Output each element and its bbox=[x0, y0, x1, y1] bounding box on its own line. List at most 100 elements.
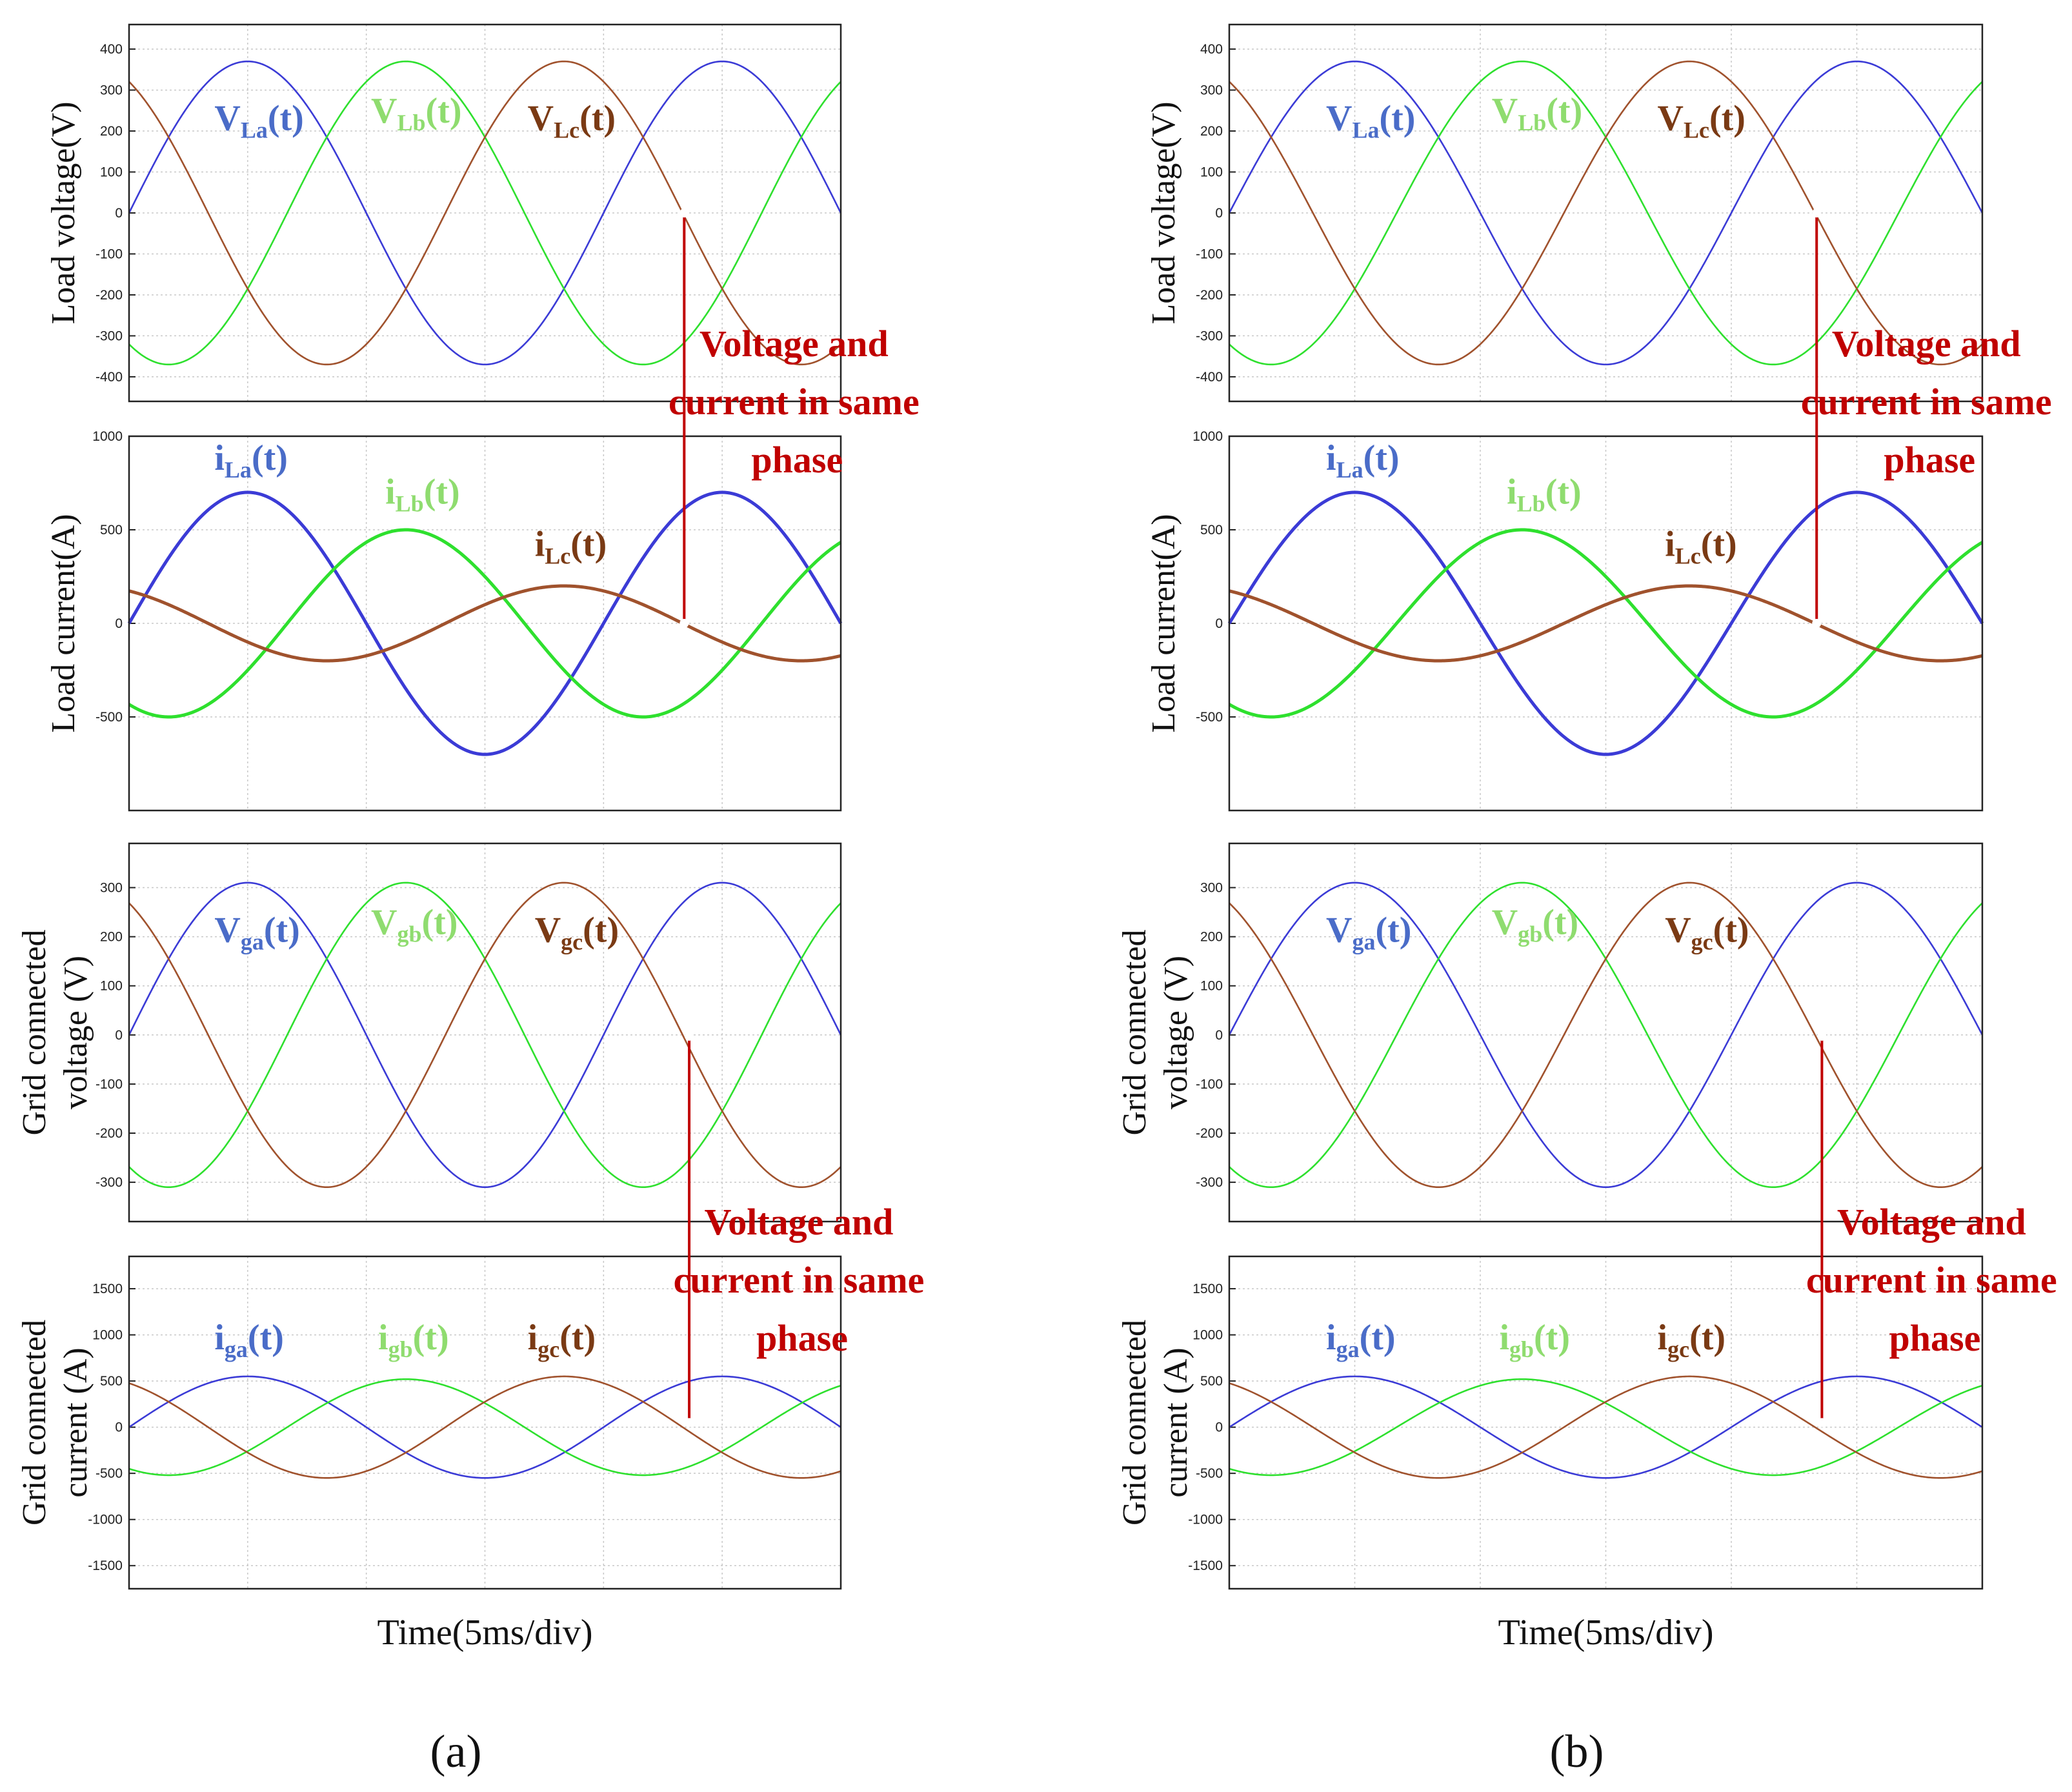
series-line-c bbox=[1229, 881, 1983, 1189]
y-tick-label: -300 bbox=[96, 328, 123, 343]
series-line-c bbox=[128, 1375, 841, 1479]
chart-load-current: 1000 500 0 -500 iLa(t) iLb(t) iLc(t) Load curre… bbox=[45, 429, 843, 812]
series-line-a bbox=[128, 881, 842, 1189]
y-axis-label: Grid connected bbox=[16, 929, 53, 1135]
y-tick-label: 0 bbox=[1215, 1420, 1223, 1435]
series-line-c bbox=[1229, 584, 1983, 663]
y-tick-label: -400 bbox=[1196, 370, 1223, 385]
y-axis-label: voltage (V) bbox=[1158, 956, 1194, 1109]
y-tick-label: -500 bbox=[1196, 1466, 1223, 1481]
y-tick-label: -1000 bbox=[1188, 1513, 1223, 1527]
series-line-a bbox=[128, 60, 842, 366]
series-label-c: iLc(t) bbox=[1665, 525, 1737, 569]
x-axis-label: Time(5ms/div) bbox=[377, 1613, 593, 1653]
y-tick-label: -500 bbox=[96, 1466, 123, 1481]
series-label-b: iLb(t) bbox=[1507, 472, 1582, 516]
y-axis-label: Load voltage(V) bbox=[45, 101, 82, 324]
annotation-text: phase bbox=[1889, 1317, 1981, 1359]
series-label-a: iLa(t) bbox=[1326, 438, 1400, 483]
series-line-b bbox=[128, 1378, 841, 1476]
phase-marker-dot bbox=[685, 1418, 694, 1427]
y-tick-label: -300 bbox=[1196, 328, 1223, 343]
annotation-text: phase bbox=[756, 1317, 848, 1359]
series-line-a bbox=[1229, 1375, 1983, 1479]
phase-annotation: Voltage and current in same phase bbox=[1806, 1031, 2057, 1427]
y-tick-label: 100 bbox=[100, 979, 123, 994]
panel-label: (a) bbox=[430, 1726, 482, 1777]
y-tick-label: -100 bbox=[96, 1077, 123, 1092]
y-tick-label: 300 bbox=[1200, 880, 1223, 895]
chart-grid-voltage: 300 200 100 0 -100 -200 -300 Vga(t) Vgb(t) Vgc(t)… bbox=[1116, 842, 1984, 1223]
y-axis-label: current (A) bbox=[1158, 1347, 1194, 1497]
y-tick-label: -100 bbox=[1196, 1077, 1223, 1092]
y-tick-label: 500 bbox=[100, 1374, 123, 1389]
y-tick-label: 400 bbox=[100, 42, 123, 57]
annotation-text: phase bbox=[751, 439, 843, 481]
series-line-b bbox=[128, 528, 842, 719]
plot-frame bbox=[128, 842, 842, 1223]
y-tick-label: -500 bbox=[96, 710, 123, 725]
series-label-b: VLb(t) bbox=[371, 91, 461, 136]
y-tick-label: 500 bbox=[1200, 1374, 1223, 1389]
y-tick-label: 0 bbox=[1215, 206, 1223, 221]
y-tick-label: -100 bbox=[96, 247, 123, 261]
plot-frame bbox=[1228, 435, 1984, 812]
y-axis-label: current (A) bbox=[57, 1347, 94, 1497]
series-label-c: iLc(t) bbox=[535, 525, 607, 569]
plot-frame bbox=[128, 435, 842, 812]
y-tick-label: 0 bbox=[115, 616, 123, 631]
series-line-b bbox=[1229, 1378, 1983, 1476]
series-label-a: Vga(t) bbox=[214, 910, 299, 954]
series-label-a: Vga(t) bbox=[1326, 910, 1411, 954]
annotation-text: current in same bbox=[674, 1259, 925, 1301]
series-label-a: VLa(t) bbox=[1326, 99, 1415, 143]
phase-annotation: Voltage and current in same phase bbox=[1801, 208, 2052, 628]
y-tick-label: 300 bbox=[100, 83, 123, 98]
y-tick-label: 400 bbox=[1200, 42, 1223, 57]
series-line-a bbox=[1228, 60, 1984, 366]
annotation-text: Voltage and bbox=[1832, 323, 2021, 365]
series-label-c: igc(t) bbox=[1658, 1318, 1726, 1362]
annotation-text: Voltage and bbox=[705, 1201, 894, 1243]
series-line-b bbox=[1228, 528, 1984, 719]
y-tick-label: 1500 bbox=[92, 1282, 123, 1296]
y-tick-label: 1000 bbox=[1192, 429, 1223, 444]
series-line-a bbox=[128, 1375, 841, 1479]
y-tick-label: -300 bbox=[96, 1175, 123, 1190]
y-tick-label: -500 bbox=[1196, 710, 1223, 725]
phase-marker-dot bbox=[685, 1031, 694, 1041]
y-tick-label: -200 bbox=[1196, 1126, 1223, 1141]
series-label-b: Vgb(t) bbox=[1492, 903, 1578, 947]
annotation-text: current in same bbox=[1801, 381, 2052, 423]
chart-grid-voltage: 300 200 100 0 -100 -200 -300 Vga(t) Vgb(t) Vgc(t)… bbox=[16, 842, 842, 1223]
plot-frame bbox=[128, 1255, 842, 1590]
y-tick-label: 1000 bbox=[1192, 1328, 1223, 1343]
series-line-a bbox=[127, 490, 843, 756]
phase-marker-dot bbox=[679, 208, 689, 217]
phase-marker-dot bbox=[1812, 619, 1822, 628]
y-tick-label: 500 bbox=[1200, 523, 1223, 538]
y-tick-label: 300 bbox=[1200, 83, 1223, 98]
annotation-text: Voltage and bbox=[699, 323, 889, 365]
y-tick-label: 200 bbox=[100, 930, 123, 945]
y-tick-label: 0 bbox=[115, 1420, 123, 1435]
plot-area bbox=[1229, 843, 1982, 1222]
phase-marker-dot bbox=[1812, 208, 1822, 217]
series-label-a: iga(t) bbox=[214, 1318, 284, 1362]
annotation-text: current in same bbox=[1806, 1259, 2057, 1301]
chart-load-voltage: 400 300 200 100 0 -100 -200 -300 -400 VLa(t) VLb(t… bbox=[45, 23, 842, 403]
series-label-a: iga(t) bbox=[1326, 1318, 1396, 1362]
plot-frame bbox=[1228, 1255, 1984, 1590]
y-tick-label: 100 bbox=[1200, 165, 1223, 180]
series-label-b: Vgb(t) bbox=[371, 903, 458, 947]
phase-annotation: Voltage and current in same phase bbox=[669, 208, 920, 628]
series-line-c bbox=[128, 584, 841, 663]
series-label-c: Vgc(t) bbox=[535, 910, 619, 954]
plot-frame bbox=[128, 23, 842, 403]
panel-label: (b) bbox=[1550, 1726, 1604, 1777]
plot-area bbox=[129, 843, 841, 1222]
chart-load-voltage: 400 300 200 100 0 -100 -200 -300 -400 VLa(t) VLb(t… bbox=[1145, 23, 1984, 403]
series-line-c bbox=[1229, 60, 1983, 366]
y-tick-label: 0 bbox=[1215, 1028, 1223, 1043]
